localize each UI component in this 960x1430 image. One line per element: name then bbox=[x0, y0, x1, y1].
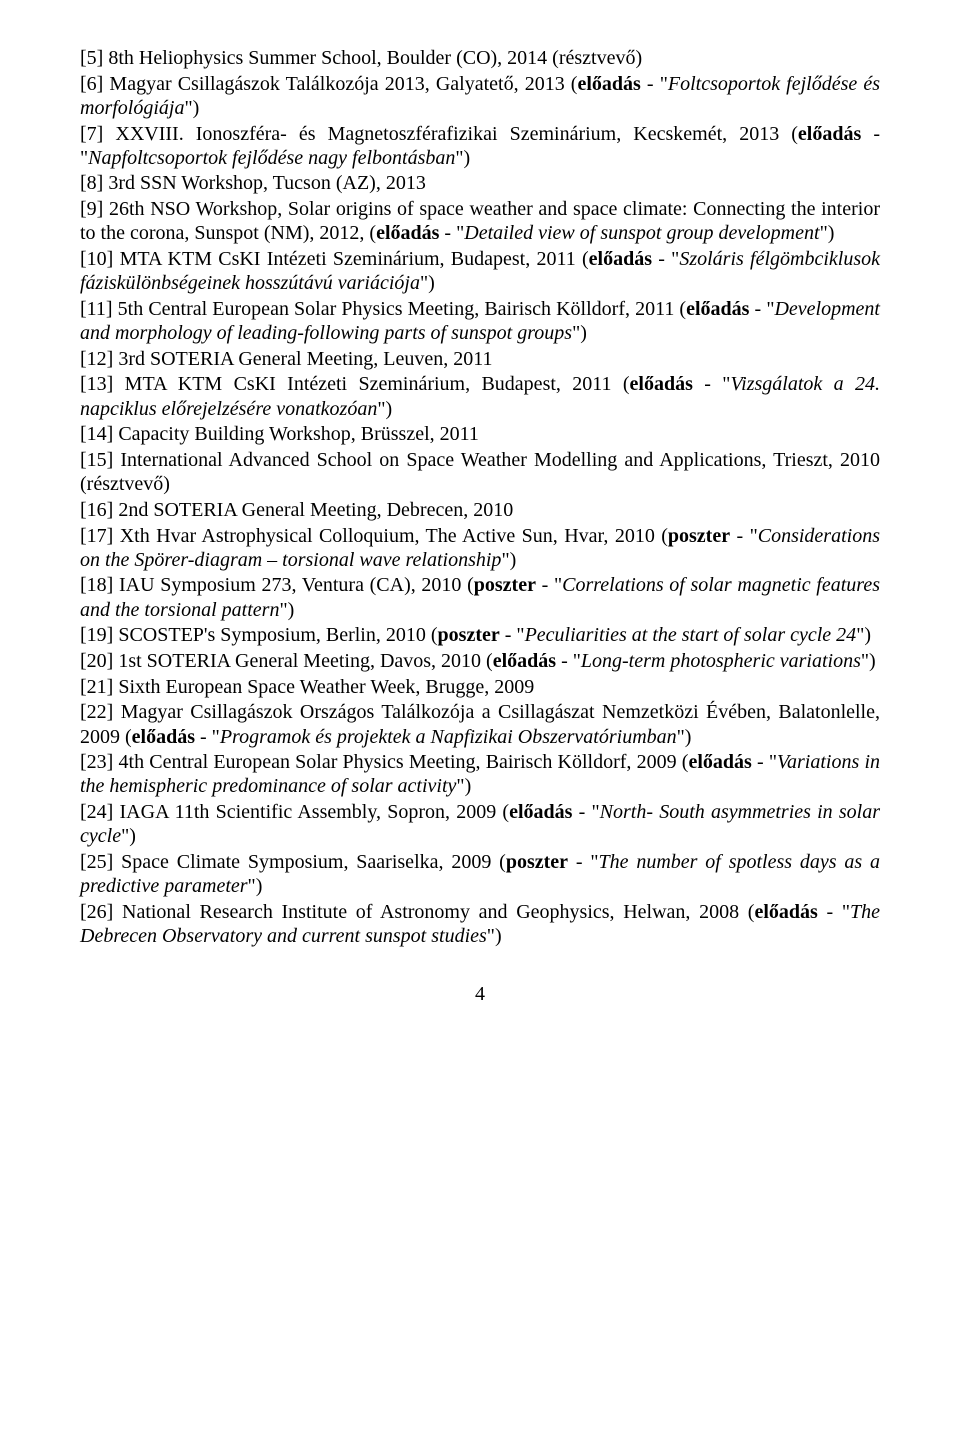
entry-mid: - " bbox=[556, 650, 581, 672]
document-content: [5] 8th Heliophysics Summer School, Boul… bbox=[80, 46, 880, 948]
conference-entry: [25] Space Climate Symposium, Saariselka… bbox=[80, 850, 880, 898]
entry-prefix: [19] SCOSTEP's Symposium, Berlin, 2010 ( bbox=[80, 624, 438, 646]
entry-mid: - " bbox=[652, 248, 679, 270]
entry-suffix: ") bbox=[820, 222, 835, 244]
entry-type: előadás bbox=[509, 801, 572, 823]
conference-entry: [10] MTA KTM CsKI Intézeti Szeminárium, … bbox=[80, 247, 880, 295]
conference-entry: [12] 3rd SOTERIA General Meeting, Leuven… bbox=[80, 347, 880, 371]
entry-suffix: ") bbox=[184, 97, 199, 119]
entry-suffix: ") bbox=[501, 549, 516, 571]
conference-entry: [22] Magyar Csillagászok Országos Találk… bbox=[80, 700, 880, 748]
entry-mid: - " bbox=[536, 574, 562, 596]
conference-entry: [7] XXVIII. Ionoszféra- és Magnetoszféra… bbox=[80, 122, 880, 170]
entry-prefix: [25] Space Climate Symposium, Saariselka… bbox=[80, 851, 506, 873]
entry-mid: - " bbox=[500, 624, 525, 646]
entry-mid: - " bbox=[568, 851, 599, 873]
entry-prefix: [13] MTA KTM CsKI Intézeti Szeminárium, … bbox=[80, 373, 630, 395]
conference-entry: [5] 8th Heliophysics Summer School, Boul… bbox=[80, 46, 880, 70]
entry-title: Peculiarities at the start of solar cycl… bbox=[525, 624, 857, 646]
entry-mid: - " bbox=[195, 726, 220, 748]
conference-entry: [26] National Research Institute of Astr… bbox=[80, 900, 880, 948]
entry-type: poszter bbox=[668, 525, 730, 547]
conference-entry: [15] International Advanced School on Sp… bbox=[80, 448, 880, 496]
entry-mid: - " bbox=[749, 298, 774, 320]
entry-title: Detailed view of sunspot group de­velopm… bbox=[464, 222, 819, 244]
entry-type: poszter bbox=[506, 851, 568, 873]
conference-entry: [13] MTA KTM CsKI Intézeti Szeminárium, … bbox=[80, 372, 880, 420]
entry-mid: - " bbox=[693, 373, 731, 395]
conference-entry: [6] Magyar Csillagászok Találkozója 2013… bbox=[80, 72, 880, 120]
conference-entry: [19] SCOSTEP's Symposium, Berlin, 2010 (… bbox=[80, 623, 880, 647]
entry-suffix: ") bbox=[420, 272, 435, 294]
conference-entry: [8] 3rd SSN Workshop, Tucson (AZ), 2013 bbox=[80, 171, 880, 195]
entry-prefix: [10] MTA KTM CsKI Intézeti Szeminárium, … bbox=[80, 248, 589, 270]
entry-type: előadás bbox=[376, 222, 439, 244]
conference-entry: [17] Xth Hvar Astrophysical Colloquium, … bbox=[80, 524, 880, 572]
entry-title: Programok és projektek a Napfizikai Obsz… bbox=[220, 726, 677, 748]
conference-entry: [18] IAU Symposium 273, Ventura (CA), 20… bbox=[80, 573, 880, 621]
conference-entry: [24] IAGA 11th Scientific Assembly, Sopr… bbox=[80, 800, 880, 848]
conference-entry: [9] 26th NSO Workshop, Solar origins of … bbox=[80, 197, 880, 245]
entry-mid: - " bbox=[439, 222, 464, 244]
entry-title: Napfoltcsoportok fejlődése nagy felbontá… bbox=[88, 147, 455, 169]
entry-prefix: [20] 1st SOTERIA General Meeting, Davos,… bbox=[80, 650, 493, 672]
entry-prefix: [6] Magyar Csillagászok Találkozója 2013… bbox=[80, 73, 577, 95]
entry-suffix: ") bbox=[677, 726, 692, 748]
entry-prefix: [11] 5th Central European Solar Physics … bbox=[80, 298, 686, 320]
entry-prefix: [18] IAU Symposium 273, Ventura (CA), 20… bbox=[80, 574, 474, 596]
entry-type: előadás bbox=[686, 298, 749, 320]
entry-type: poszter bbox=[438, 624, 500, 646]
entry-type: előadás bbox=[798, 123, 861, 145]
entry-type: előadás bbox=[754, 901, 817, 923]
entry-mid: - " bbox=[641, 73, 668, 95]
entry-type: előadás bbox=[589, 248, 652, 270]
conference-entry: [23] 4th Central European Solar Physics … bbox=[80, 750, 880, 798]
entry-mid: - " bbox=[752, 751, 777, 773]
entry-suffix: ") bbox=[572, 322, 587, 344]
page-number: 4 bbox=[80, 982, 880, 1006]
entry-suffix: ") bbox=[455, 147, 470, 169]
entry-prefix: [7] XXVIII. Ionoszféra- és Magnetoszféra… bbox=[80, 123, 798, 145]
conference-entry: [11] 5th Central European Solar Physics … bbox=[80, 297, 880, 345]
entry-type: előadás bbox=[630, 373, 693, 395]
entry-title: Long-term photospheric va­riations bbox=[581, 650, 861, 672]
entry-suffix: ") bbox=[121, 825, 136, 847]
entry-suffix: ") bbox=[861, 650, 876, 672]
conference-entry: [16] 2nd SOTERIA General Meeting, Debrec… bbox=[80, 498, 880, 522]
conference-entry: [20] 1st SOTERIA General Meeting, Davos,… bbox=[80, 649, 880, 673]
entry-type: előadás bbox=[577, 73, 640, 95]
entry-type: előadás bbox=[688, 751, 751, 773]
entry-suffix: ") bbox=[487, 925, 502, 947]
entry-prefix: [23] 4th Central European Solar Physics … bbox=[80, 751, 688, 773]
entry-prefix: [26] National Research Institute of Astr… bbox=[80, 901, 754, 923]
entry-suffix: ") bbox=[248, 875, 263, 897]
entry-mid: - " bbox=[818, 901, 850, 923]
entry-suffix: ") bbox=[856, 624, 871, 646]
entry-mid: - " bbox=[730, 525, 758, 547]
entry-prefix: [24] IAGA 11th Scientific Assembly, Sopr… bbox=[80, 801, 509, 823]
entry-prefix: [17] Xth Hvar Astrophysical Colloquium, … bbox=[80, 525, 668, 547]
entry-suffix: ") bbox=[456, 775, 471, 797]
conference-entry: [14] Capacity Building Workshop, Brüssze… bbox=[80, 422, 880, 446]
conference-entry: [21] Sixth European Space Weather Week, … bbox=[80, 675, 880, 699]
entry-type: poszter bbox=[474, 574, 536, 596]
entry-type: előadás bbox=[493, 650, 556, 672]
entry-suffix: ") bbox=[377, 398, 392, 420]
entry-suffix: ") bbox=[279, 599, 294, 621]
entry-type: előadás bbox=[132, 726, 195, 748]
entry-mid: - " bbox=[572, 801, 599, 823]
